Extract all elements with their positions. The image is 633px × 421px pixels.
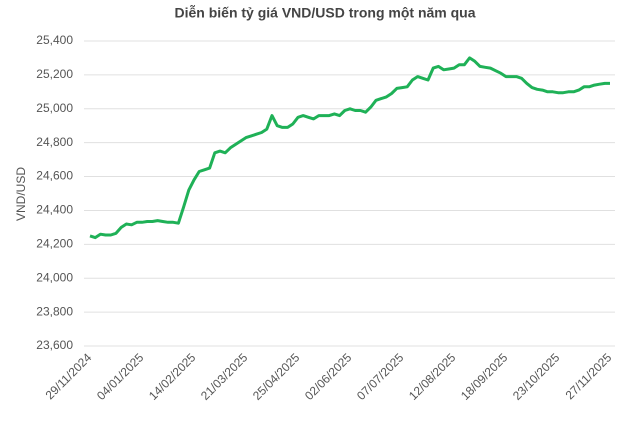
y-tick-label: 23,600 (36, 338, 73, 352)
y-tick-label: 25,000 (36, 101, 73, 115)
chart-title: Diễn biến tỷ giá VND/USD trong một năm q… (174, 5, 475, 21)
y-tick-label: 24,000 (36, 270, 73, 284)
y-tick-label: 23,800 (36, 304, 73, 318)
x-tick-label: 27/11/2025 (563, 350, 615, 402)
x-tick-label: 04/01/2025 (94, 350, 147, 403)
x-tick-label: 07/07/2025 (354, 350, 407, 403)
x-tick-label: 25/04/2025 (250, 350, 303, 403)
y-tick-label: 24,400 (36, 203, 73, 217)
x-tick-label: 02/06/2025 (302, 350, 355, 403)
x-tick-label: 21/03/2025 (198, 350, 251, 403)
y-axis-label: VND/USD (14, 167, 28, 221)
y-tick-label: 25,400 (36, 33, 73, 47)
y-tick-label: 25,200 (36, 67, 73, 81)
y-tick-label: 24,600 (36, 169, 73, 183)
x-tick-label: 18/09/2025 (458, 350, 511, 403)
x-tick-label: 23/10/2025 (510, 350, 563, 403)
x-tick-label: 29/11/2024 (43, 350, 95, 402)
x-tick-label: 14/02/2025 (146, 350, 199, 403)
data-line (89, 56, 610, 240)
y-tick-label: 24,200 (36, 237, 73, 251)
y-tick-label: 24,800 (36, 135, 73, 149)
x-tick-label: 12/08/2025 (406, 350, 459, 403)
